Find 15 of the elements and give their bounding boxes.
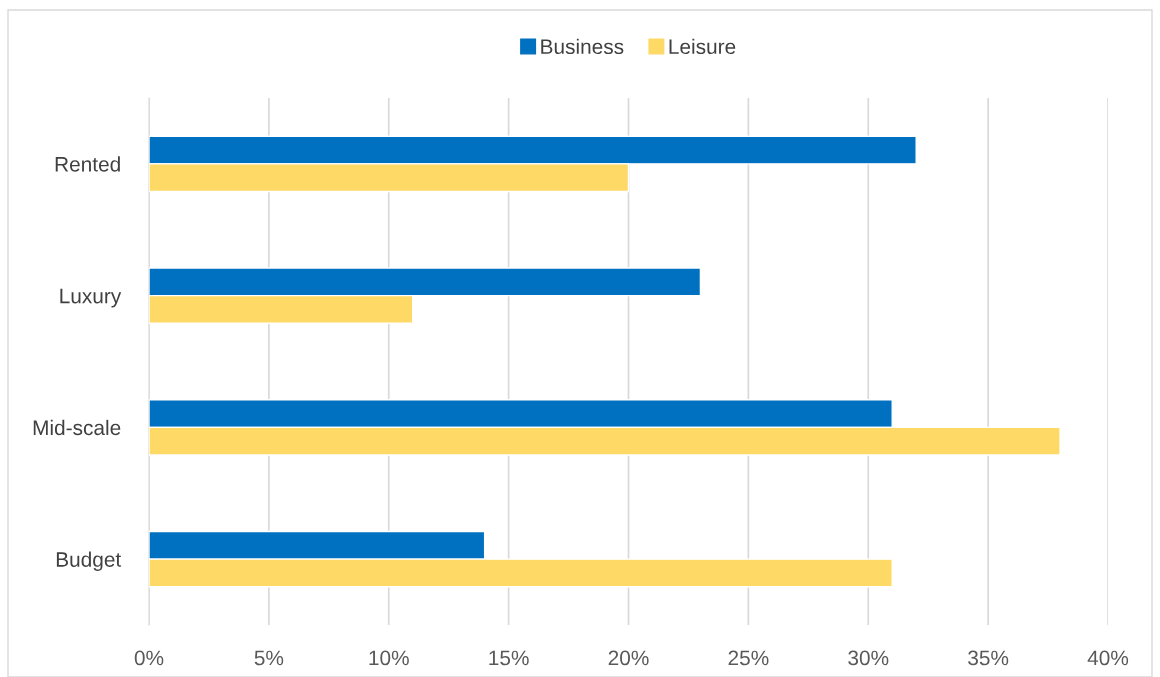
x-tick-label: 0% bbox=[134, 650, 164, 666]
x-tick-label: 5% bbox=[254, 650, 284, 666]
x-tick-label: 35% bbox=[968, 650, 1009, 666]
y-tick-label: Budget bbox=[56, 551, 122, 571]
legend-label: Business bbox=[541, 38, 624, 55]
x-tick-label: 15% bbox=[489, 650, 529, 666]
x-tick-label: 20% bbox=[608, 650, 649, 666]
y-tick-label: Luxury bbox=[60, 288, 122, 308]
x-tick-label: 10% bbox=[369, 650, 409, 666]
legend-label: Leisure bbox=[669, 38, 736, 55]
y-tick-label: Rented bbox=[55, 156, 120, 172]
x-tick-label: 25% bbox=[728, 650, 769, 666]
y-tick-label: Mid-scale bbox=[33, 419, 121, 436]
x-tick-label: 40% bbox=[1087, 650, 1129, 666]
x-tick-label: 30% bbox=[848, 650, 889, 666]
